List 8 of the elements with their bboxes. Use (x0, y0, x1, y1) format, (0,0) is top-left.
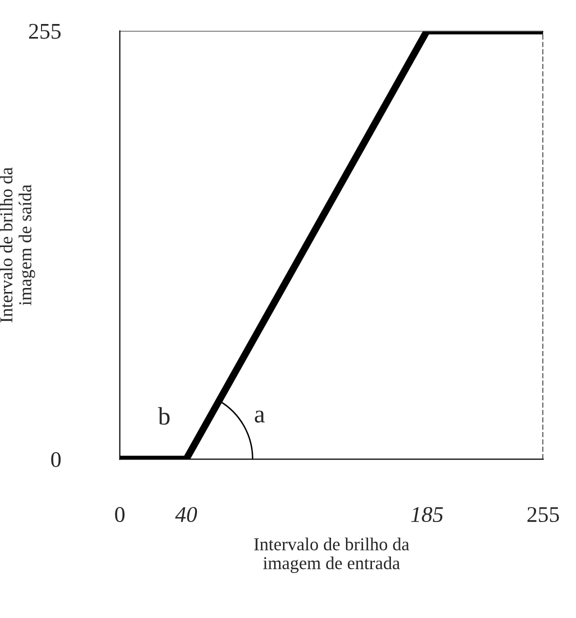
annotation: b (158, 407, 170, 425)
x-tick-label: 40 (175, 507, 198, 522)
y-axis-title: Intervalo de brilho da imagem de saída (0, 167, 36, 322)
x-tick-label: 0 (115, 507, 125, 522)
x-tick-label: 255 (527, 507, 559, 522)
x-tick-label: 185 (411, 507, 443, 522)
annotation: a (254, 410, 265, 423)
x-axis-title: Intervalo de brilho da imagem de entrada (254, 538, 410, 573)
